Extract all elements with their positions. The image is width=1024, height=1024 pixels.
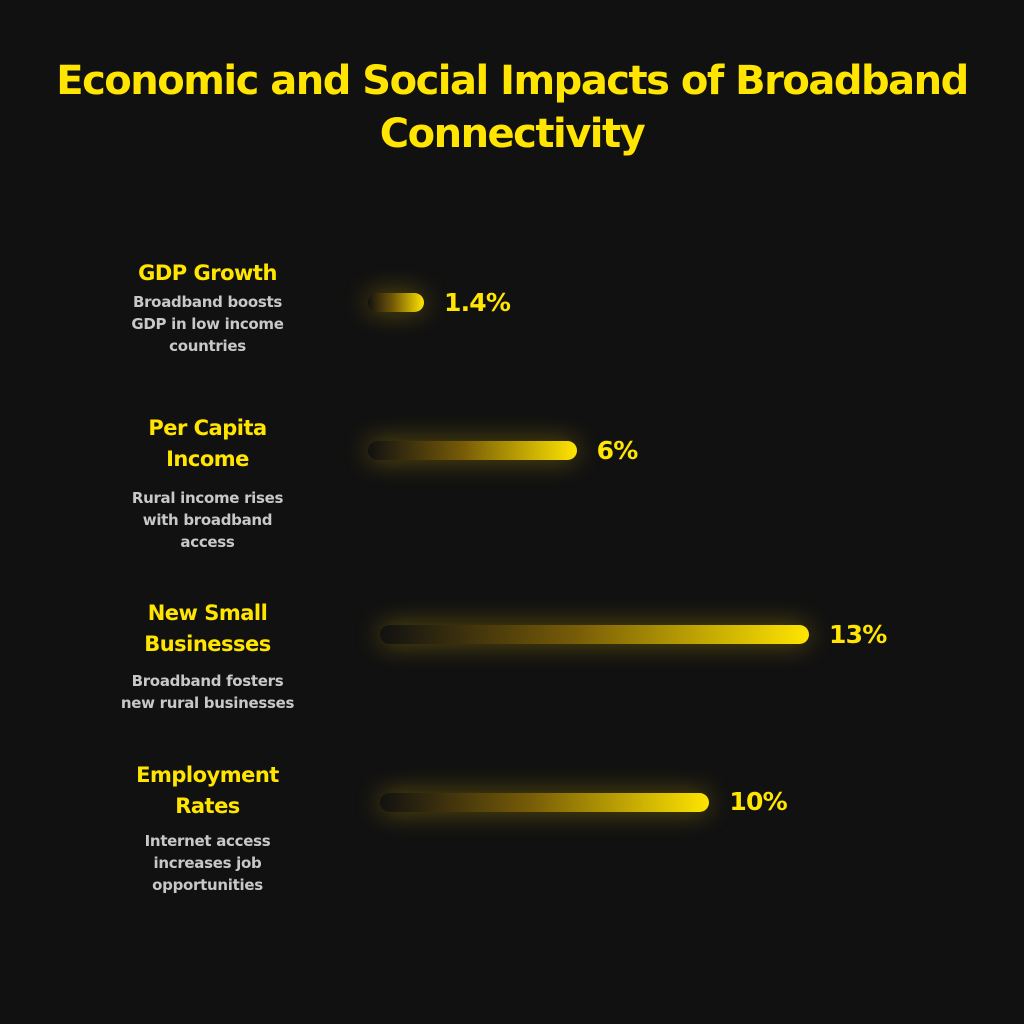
bar-gdp-growth	[368, 293, 424, 312]
description-line: GDP in low income	[131, 315, 284, 333]
description-line: Rural income rises	[131, 489, 284, 507]
description-line: increases job	[153, 854, 262, 872]
metric-title-line: GDP Growth	[138, 261, 277, 285]
metric-title-line: Rates	[175, 794, 240, 818]
bar-employment-rates	[380, 793, 710, 812]
description-line: new rural businesses	[120, 694, 295, 712]
metric-title: Employment Rates	[105, 760, 310, 822]
bar-per-capita-income	[368, 441, 577, 460]
metric-title-line: Employment	[136, 763, 279, 787]
description-line: with broadband	[142, 511, 273, 529]
row-label-group: Employment Rates Internet access increas…	[105, 760, 310, 896]
description-line: Broadband boosts	[132, 293, 283, 311]
description-line: Broadband fosters	[131, 672, 284, 690]
metric-description: Internet access increases job opportunit…	[105, 830, 310, 896]
row-label-group: New Small Businesses Broadband fosters n…	[105, 598, 310, 714]
metric-title: GDP Growth	[105, 258, 310, 289]
value-label-employment-rates: 10%	[729, 787, 787, 816]
metric-description: Broadband fosters new rural businesses	[105, 670, 310, 714]
value-label-per-capita-income: 6%	[596, 436, 639, 465]
row-label-group: GDP Growth Broadband boosts GDP in low i…	[105, 258, 310, 357]
metric-title-line: New Small	[147, 601, 268, 625]
metric-title: Per Capita Income	[105, 413, 310, 475]
metric-title-line: Income	[166, 447, 249, 471]
metric-description: Broadband boosts GDP in low income count…	[105, 291, 310, 357]
metric-title: New Small Businesses	[105, 598, 310, 660]
description-line: access	[180, 533, 235, 551]
chart-title: Economic and Social Impacts of Broadband…	[56, 58, 969, 157]
description-line: Internet access	[144, 832, 271, 850]
metric-title-line: Per Capita	[148, 416, 267, 440]
metric-description: Rural income rises with broadband access	[105, 487, 310, 553]
value-label-gdp-growth: 1.4%	[444, 288, 511, 317]
bar-new-small-businesses	[380, 625, 809, 644]
metric-title-line: Businesses	[144, 632, 271, 656]
description-line: opportunities	[152, 876, 263, 894]
description-line: countries	[169, 337, 246, 355]
value-label-new-small-businesses: 13%	[829, 620, 887, 649]
row-label-group: Per Capita Income Rural income rises wit…	[105, 413, 310, 553]
